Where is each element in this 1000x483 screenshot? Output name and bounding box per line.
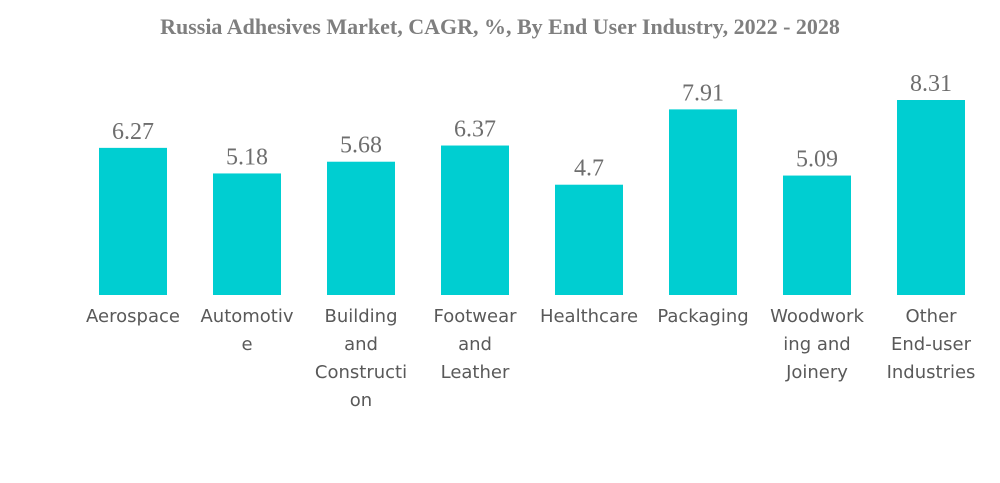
category-label-7: Woodwork ing and Joinery — [770, 306, 864, 383]
data-label-7: 5.09 — [796, 147, 838, 173]
category-labels-group: Aerospace Automotiv e Building and Constructi… — [86, 306, 975, 411]
bar-7 — [783, 175, 851, 295]
data-label-4: 6.37 — [454, 117, 496, 143]
category-label-line: and — [458, 334, 492, 355]
category-label-line: and — [344, 334, 378, 355]
data-label-3: 5.68 — [340, 133, 382, 159]
category-label-line: Footwear — [433, 306, 517, 327]
category-label-line: ing and — [783, 334, 850, 355]
bar-3 — [327, 161, 395, 295]
bars-group — [99, 100, 965, 295]
category-label-line: End-user — [891, 334, 972, 355]
data-label-8: 8.31 — [910, 71, 952, 97]
category-label-line: Industries — [887, 362, 976, 383]
category-label-line: Automotiv — [200, 306, 293, 327]
category-label-1: Aerospace — [86, 306, 180, 327]
category-label-line: Building — [324, 306, 397, 327]
bar-6 — [669, 109, 737, 295]
category-label-line: Constructi — [315, 362, 407, 383]
data-labels-group: 6.27 5.18 5.68 6.37 4.7 7.91 5.09 8.31 — [112, 71, 952, 182]
category-label-line: Leather — [441, 362, 510, 383]
bar-1 — [99, 147, 167, 295]
category-label-4: Footwear and Leather — [433, 306, 517, 383]
bar-8 — [897, 100, 965, 295]
data-label-2: 5.18 — [226, 144, 268, 170]
category-label-line: Joinery — [785, 362, 848, 383]
category-label-line: Other — [905, 306, 957, 327]
bar-2 — [213, 173, 281, 295]
data-label-5: 4.7 — [574, 156, 604, 182]
chart-title: Russia Adhesives Market, CAGR, %, By End… — [160, 14, 840, 39]
category-label-3: Building and Constructi on — [315, 306, 407, 411]
category-label-5: Healthcare — [540, 306, 638, 327]
category-label-6: Packaging — [657, 306, 748, 327]
bar-4 — [441, 145, 509, 295]
data-label-6: 7.91 — [682, 80, 724, 106]
category-label-line: Packaging — [657, 306, 748, 327]
category-label-2: Automotiv e — [200, 306, 293, 355]
category-label-line: on — [350, 390, 372, 411]
bar-5 — [555, 184, 623, 295]
category-label-line: Aerospace — [86, 306, 180, 327]
category-label-8: Other End-user Industries — [887, 306, 976, 383]
category-label-line: e — [241, 334, 252, 355]
category-label-line: Healthcare — [540, 306, 638, 327]
category-label-line: Woodwork — [770, 306, 864, 327]
data-label-1: 6.27 — [112, 119, 154, 145]
